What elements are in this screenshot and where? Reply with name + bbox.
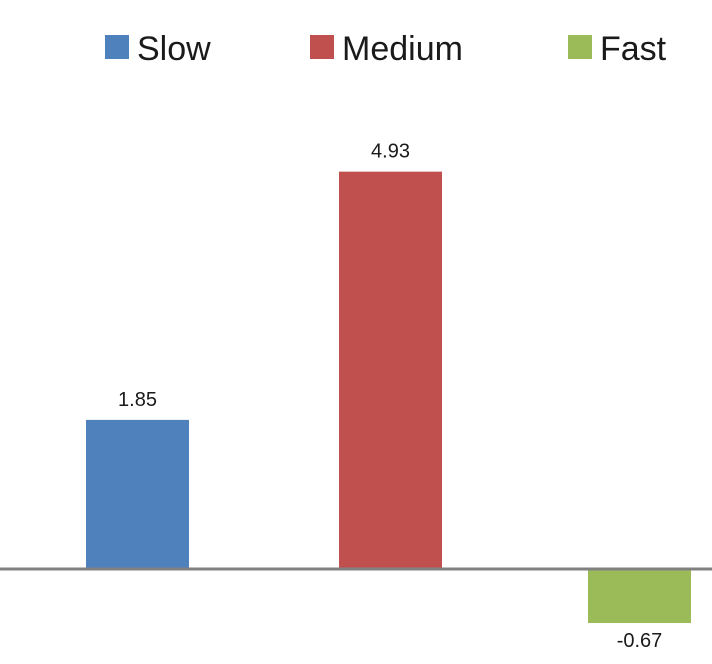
data-label-medium: 4.93 — [371, 141, 410, 163]
legend-swatch-slow — [105, 35, 129, 59]
bar-fast — [588, 569, 691, 624]
bar-slow — [86, 419, 189, 569]
legend-label-medium: Medium — [342, 30, 463, 68]
data-label-slow: 1.85 — [118, 389, 157, 411]
legend-swatch-medium — [310, 35, 334, 59]
legend-label-fast: Fast — [600, 30, 667, 68]
data-label-fast: -0.67 — [617, 630, 663, 652]
bar-medium — [339, 171, 442, 569]
legend-label-slow: Slow — [137, 30, 211, 68]
legend: Slow Medium Fast — [105, 30, 667, 68]
data-labels-group: 1.85 4.93 -0.67 — [118, 141, 662, 652]
legend-swatch-fast — [568, 35, 592, 59]
bars-group — [86, 171, 691, 624]
